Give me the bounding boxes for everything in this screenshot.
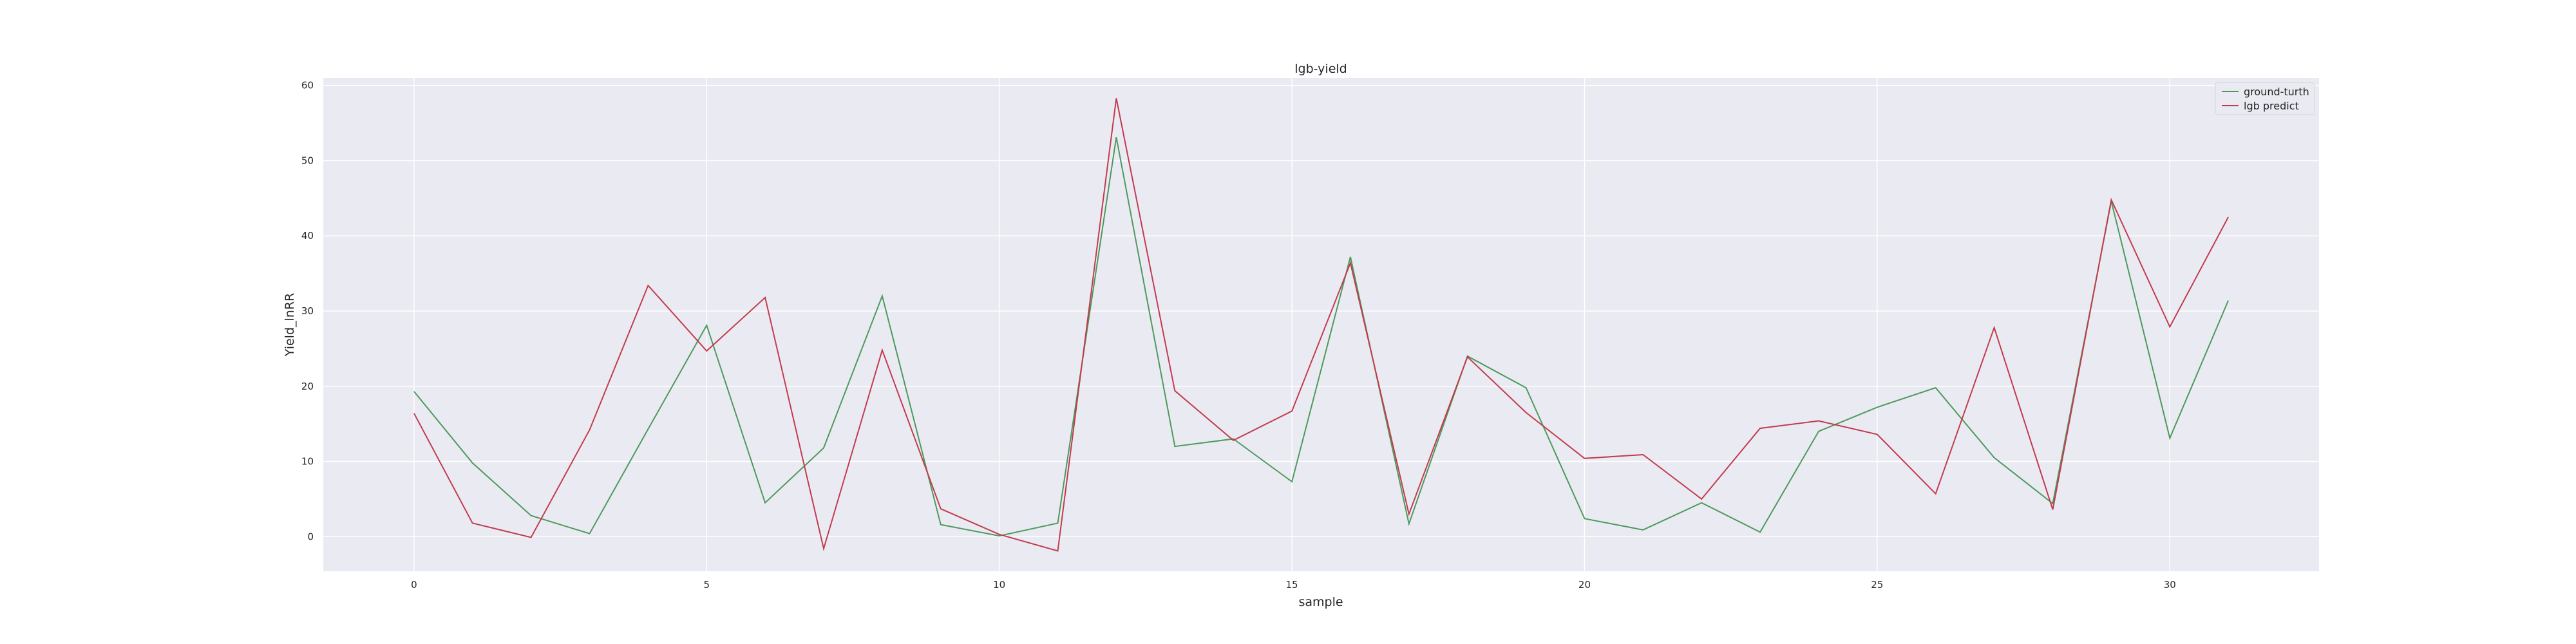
y-tick-label: 0 [307, 531, 314, 542]
x-tick-label: 20 [1578, 579, 1591, 591]
legend-label-ground-turth: ground-turth [2244, 86, 2309, 98]
y-tick-label: 20 [301, 381, 314, 392]
y-tick-label: 10 [301, 456, 314, 468]
x-tick-label: 10 [993, 579, 1005, 591]
y-tick-label: 60 [301, 80, 314, 91]
series-lines [413, 98, 2230, 552]
series-line-lgb-predict [413, 98, 2229, 552]
x-tick-label: 0 [411, 579, 417, 591]
series-line-ground-turth [413, 137, 2230, 537]
legend: ground-turth lgb predict [2215, 82, 2315, 115]
legend-box [2215, 82, 2315, 115]
legend-label-lgb-predict: lgb predict [2244, 100, 2299, 112]
y-axis-label: Yield_lnRR [283, 293, 297, 357]
tick-labels: 0 5 10 15 20 25 30 0 10 20 30 40 50 60 [301, 80, 2176, 591]
gridlines [323, 78, 2319, 571]
y-tick-label: 30 [301, 305, 314, 317]
x-tick-label: 15 [1286, 579, 1298, 591]
x-tick-label: 5 [703, 579, 710, 591]
x-tick-label: 30 [2164, 579, 2176, 591]
plot-background [323, 78, 2319, 571]
y-tick-label: 50 [301, 155, 314, 166]
x-axis-label: sample [1298, 595, 1343, 609]
y-tick-label: 40 [301, 230, 314, 242]
x-tick-label: 25 [1871, 579, 1883, 591]
chart-title: lgb-yield [1294, 62, 1347, 76]
